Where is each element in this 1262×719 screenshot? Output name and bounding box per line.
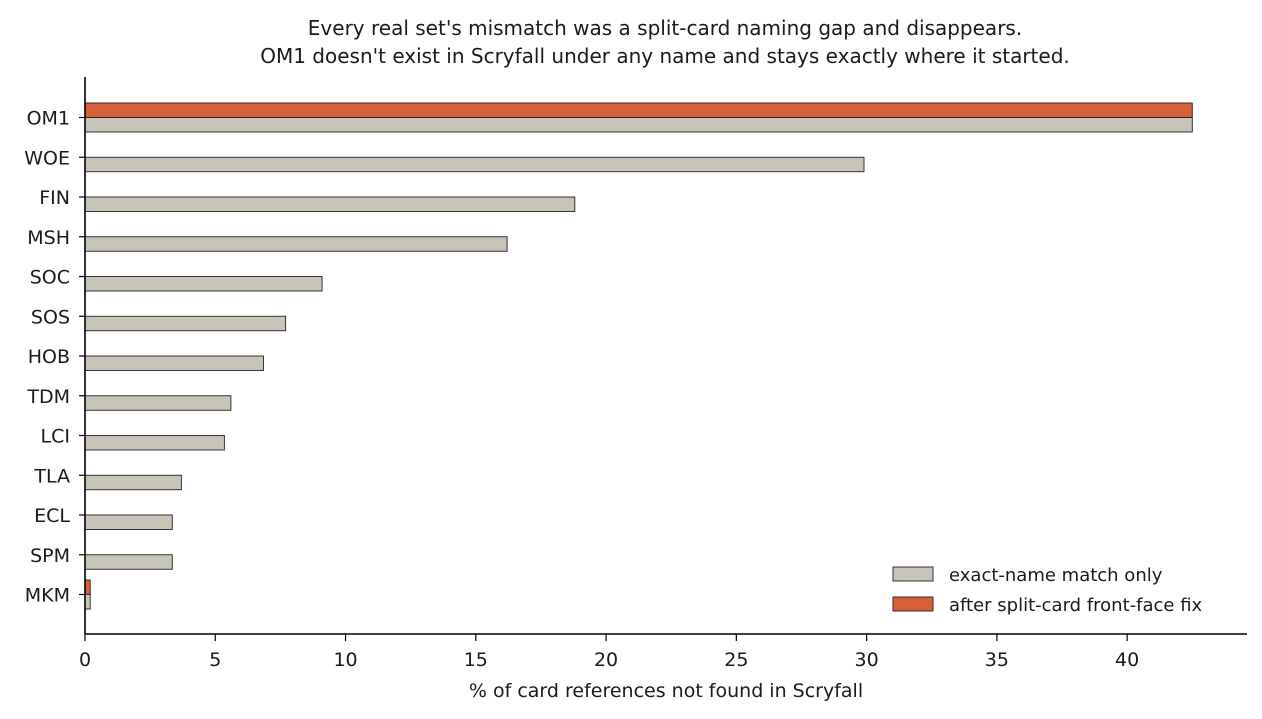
bars-layer [84, 102, 1193, 610]
chart-title-line-2: OM1 doesn't exist in Scryfall under any … [260, 44, 1070, 68]
y-tick-label-woe: WOE [24, 147, 70, 169]
x-tick-label-30: 30 [855, 649, 879, 671]
bar-exact-tdm [84, 395, 232, 411]
y-tick-label-msh: MSH [27, 227, 70, 249]
x-axis-label: % of card references not found in Scryfa… [469, 680, 863, 702]
legend: exact-name match only after split-card f… [892, 565, 1203, 616]
legend-label-exact: exact-name match only [949, 565, 1163, 586]
x-tick-label-25: 25 [724, 649, 748, 671]
y-tick-label-tla: TLA [33, 465, 70, 487]
chart-title-line-1: Every real set's mismatch was a split-ca… [308, 16, 1022, 40]
bar-exact-soc [84, 276, 323, 292]
legend-swatch-exact [892, 566, 934, 582]
y-tick-label-soc: SOC [30, 267, 70, 289]
bar-exact-sos [84, 315, 287, 332]
legend-label-fixed: after split-card front-face fix [949, 595, 1203, 616]
y-tick-label-tdm: TDM [26, 386, 70, 408]
x-tick-label-15: 15 [464, 649, 488, 671]
bar-exact-fin [84, 196, 576, 212]
y-tick-label-lci: LCI [41, 426, 70, 448]
bar-exact-tla [84, 474, 182, 491]
x-tick-label-5: 5 [209, 649, 221, 671]
y-tick-label-mkm: MKM [25, 585, 70, 607]
x-axis-ticks: 0 5 10 15 20 25 30 35 40 [79, 634, 1139, 671]
y-tick-label-om1: OM1 [27, 108, 70, 130]
bar-exact-spm [84, 554, 173, 570]
bar-exact-ecl [84, 514, 173, 530]
y-tick-label-ecl: ECL [34, 505, 70, 527]
x-tick-label-40: 40 [1115, 649, 1139, 671]
x-tick-label-35: 35 [985, 649, 1009, 671]
bar-exact-lci [84, 435, 225, 451]
y-tick-label-sos: SOS [31, 306, 70, 328]
y-tick-label-hob: HOB [28, 346, 70, 368]
y-tick-label-fin: FIN [39, 187, 70, 209]
bar-fixed-om1 [84, 102, 1193, 118]
x-tick-label-20: 20 [594, 649, 618, 671]
legend-swatch-fixed [892, 596, 934, 612]
y-tick-label-spm: SPM [30, 545, 70, 567]
x-tick-label-10: 10 [333, 649, 357, 671]
bar-exact-om1 [84, 117, 1193, 133]
bar-exact-msh [84, 236, 508, 252]
bar-exact-woe [84, 156, 865, 173]
x-tick-label-0: 0 [79, 649, 91, 671]
bar-exact-hob [84, 355, 264, 371]
y-axis-ticks: OM1 WOE FIN MSH SOC SOS HOB TDM LCI TLA ECL SPM MKM [24, 108, 85, 607]
